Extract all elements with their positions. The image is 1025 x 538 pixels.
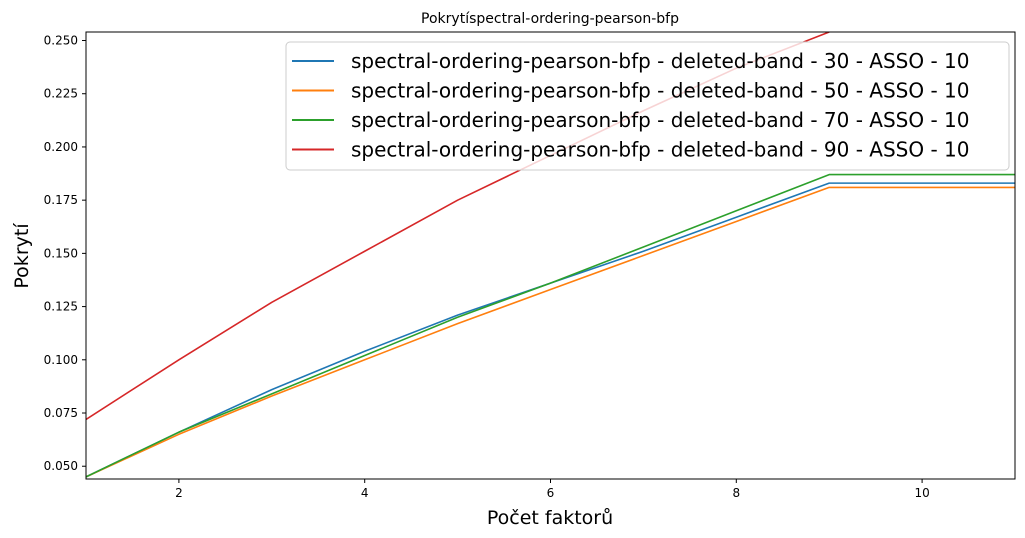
y-tick-label: 0.250 xyxy=(44,34,78,48)
x-tick-label: 10 xyxy=(914,486,929,500)
y-tick-label: 0.100 xyxy=(44,353,78,367)
series-line-2 xyxy=(86,186,1015,478)
y-tick-label: 0.050 xyxy=(44,459,78,473)
chart-title: Pokrytíspectral-ordering-pearson-bfp xyxy=(421,11,679,27)
legend: spectral-ordering-pearson-bfp - deleted-… xyxy=(285,41,1010,171)
x-axis: 2 4 6 8 10 xyxy=(175,479,930,500)
y-axis: 0.050 0.075 0.100 0.125 0.150 0.175 0.200 0.225… xyxy=(44,34,86,473)
y-tick-label: 0.175 xyxy=(44,193,78,207)
x-tick-label: 2 xyxy=(175,486,183,500)
series-line-3 xyxy=(86,173,1015,478)
legend-box xyxy=(285,41,1010,171)
y-tick-label: 0.200 xyxy=(44,140,78,154)
legend-label-2: spectral-ordering-pearson-bfp - deleted-… xyxy=(351,79,970,103)
legend-label-4: spectral-ordering-pearson-bfp - deleted-… xyxy=(351,138,970,162)
x-axis-title: Počet faktorů xyxy=(487,507,613,529)
y-tick-label: 0.125 xyxy=(44,300,78,314)
series-layer xyxy=(86,32,1015,478)
y-tick-label: 0.225 xyxy=(44,87,78,101)
y-axis-title: Pokrytí xyxy=(11,223,33,289)
x-tick-label: 6 xyxy=(547,486,555,500)
y-tick-label: 0.150 xyxy=(44,246,78,260)
x-tick-label: 8 xyxy=(732,486,740,500)
x-tick-label: 4 xyxy=(361,486,369,500)
y-tick-label: 0.075 xyxy=(44,406,78,420)
legend-label-3: spectral-ordering-pearson-bfp - deleted-… xyxy=(351,108,970,132)
legend-label-1: spectral-ordering-pearson-bfp - deleted-… xyxy=(351,49,970,73)
